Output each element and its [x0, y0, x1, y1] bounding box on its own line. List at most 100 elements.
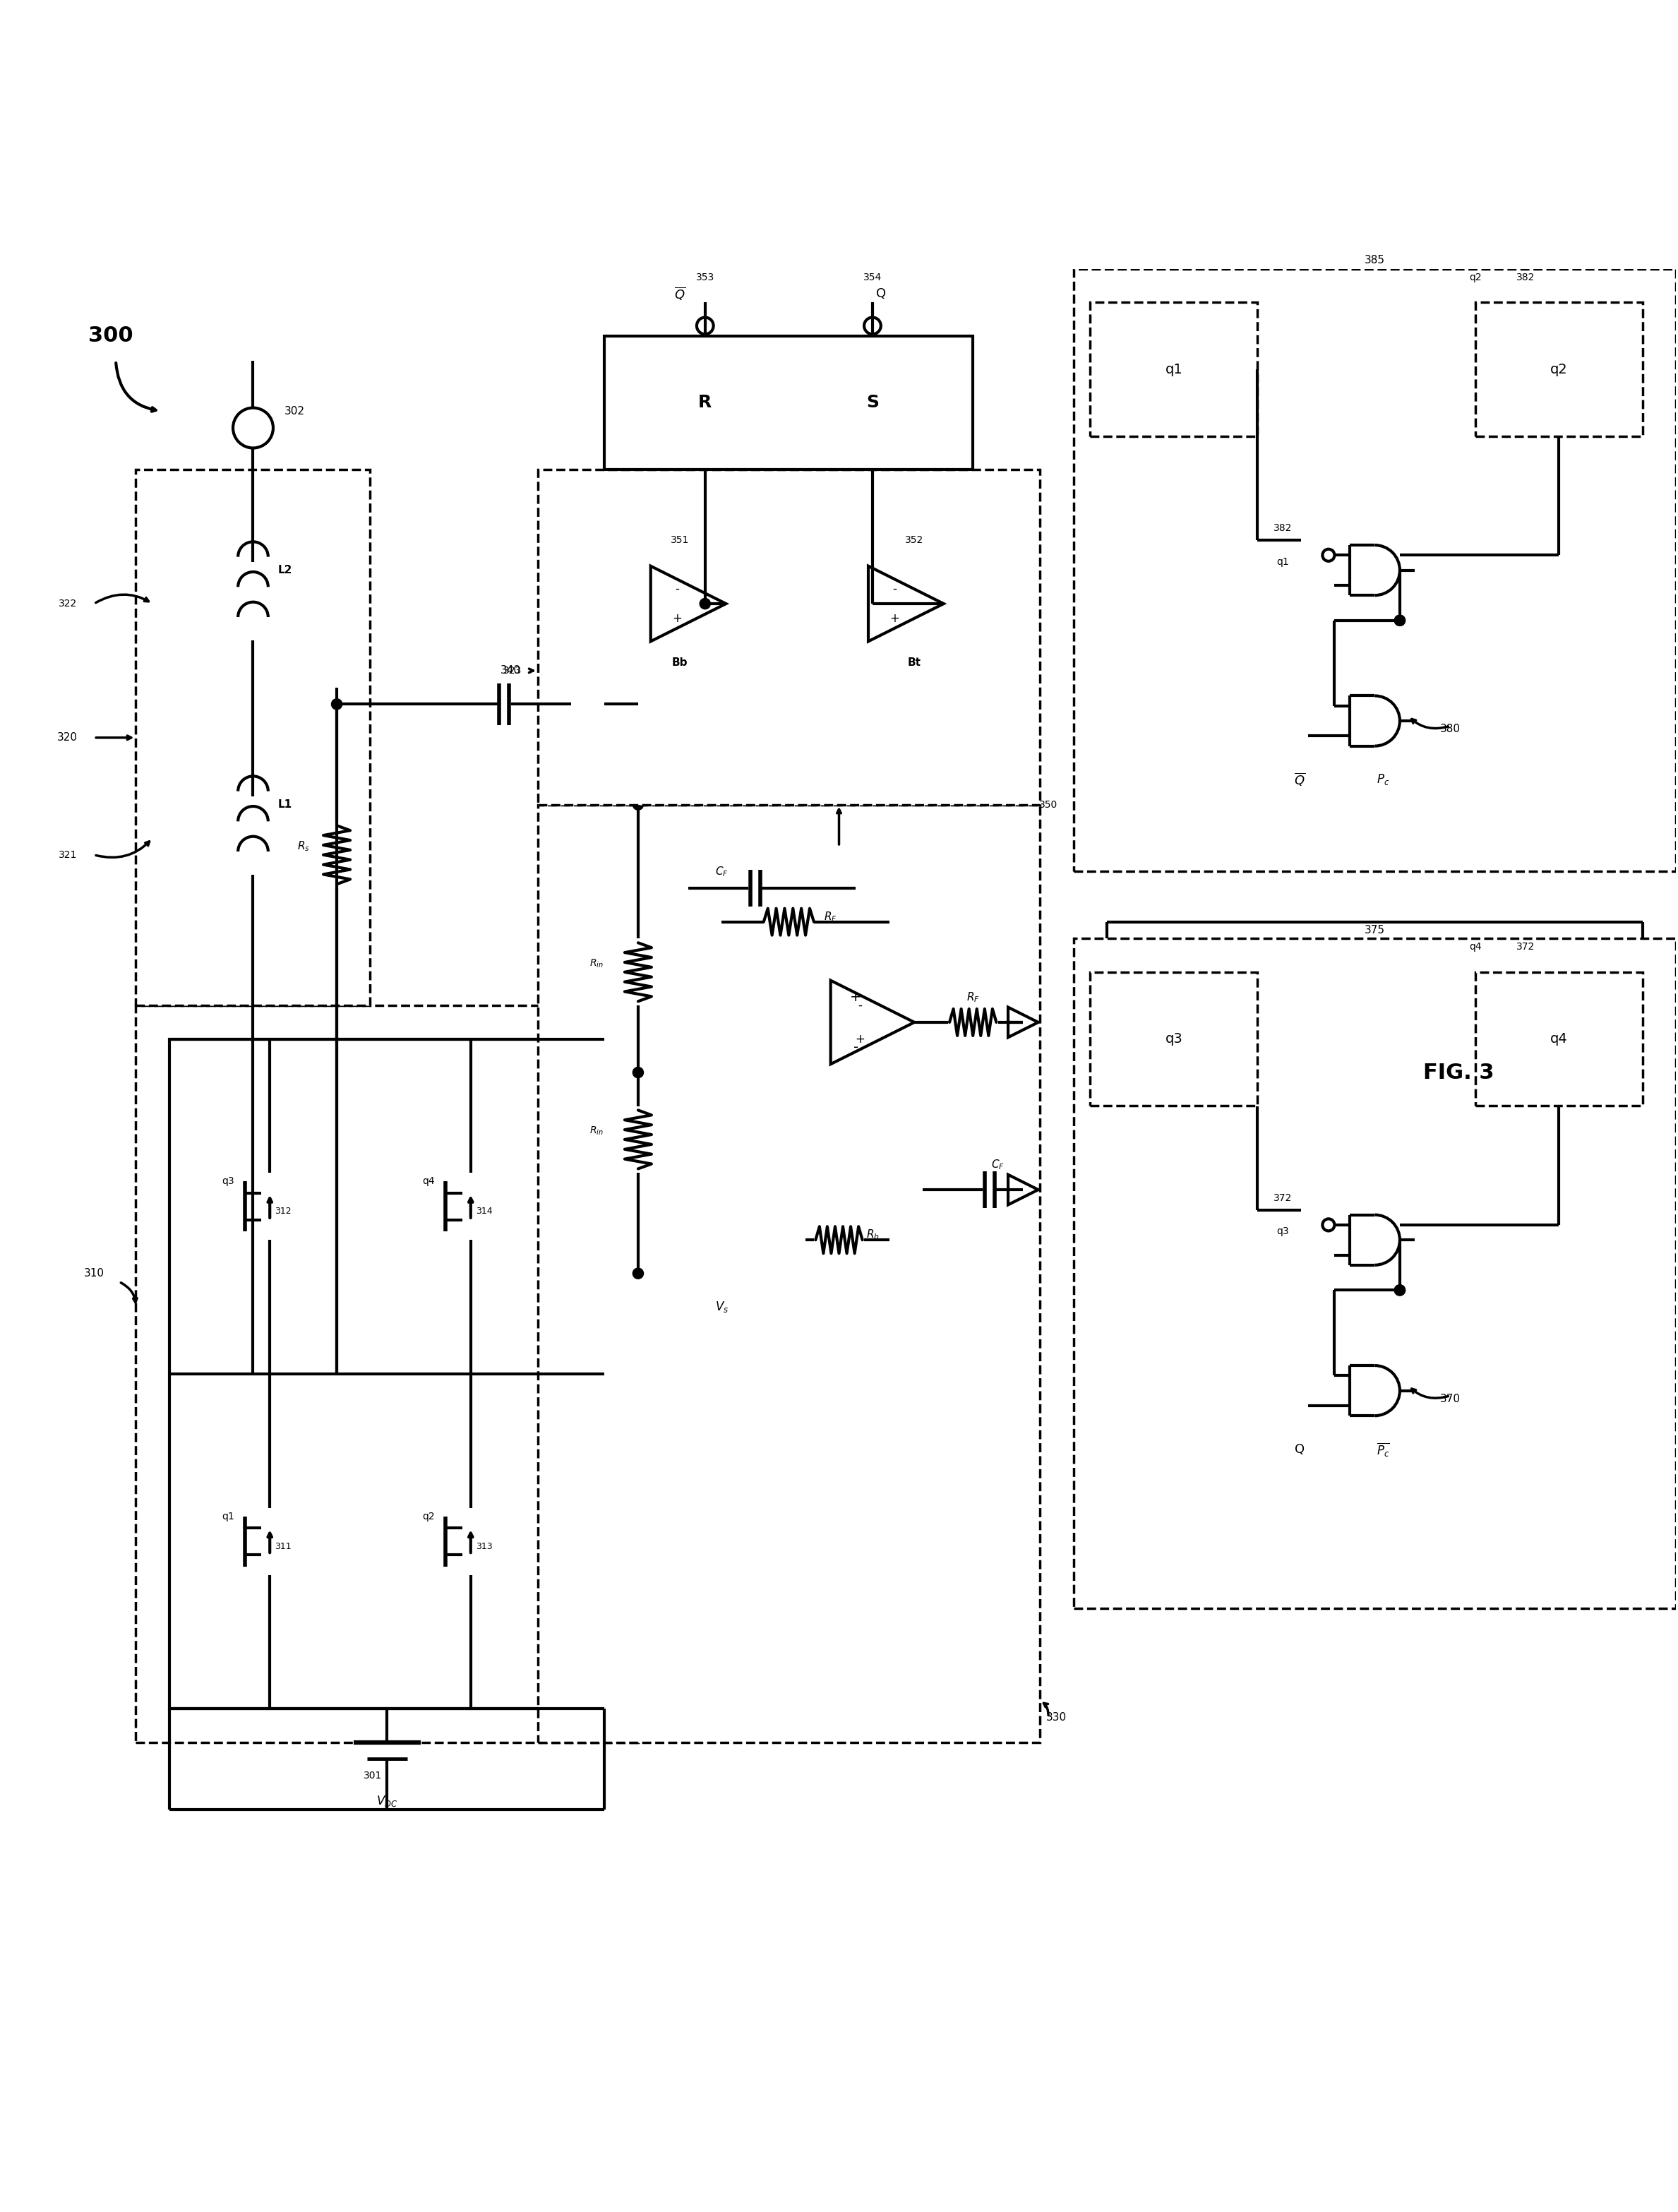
Circle shape [1322, 549, 1334, 562]
Circle shape [1394, 1285, 1406, 1296]
Text: -: - [893, 582, 896, 595]
Text: -: - [675, 582, 680, 595]
Text: +: + [889, 613, 899, 626]
Text: q3: q3 [1165, 1033, 1183, 1046]
Text: 310: 310 [84, 1267, 104, 1279]
Circle shape [1394, 615, 1406, 626]
Text: 314: 314 [477, 1208, 492, 1217]
Text: Bb: Bb [671, 657, 688, 668]
Text: 353: 353 [696, 272, 715, 283]
Text: +: + [673, 613, 681, 626]
Text: 354: 354 [862, 272, 881, 283]
Circle shape [700, 597, 711, 611]
Text: Bt: Bt [908, 657, 921, 668]
Circle shape [1394, 615, 1406, 626]
Text: $R_F$: $R_F$ [824, 909, 837, 922]
Text: q1: q1 [221, 1511, 235, 1522]
Text: q4: q4 [1550, 1033, 1567, 1046]
Circle shape [696, 316, 713, 334]
Text: 312: 312 [275, 1208, 292, 1217]
Text: $V_s$: $V_s$ [715, 1301, 728, 1314]
Text: $R_s$: $R_s$ [297, 841, 310, 854]
Text: $\overline{Q}$: $\overline{Q}$ [1294, 772, 1305, 787]
Bar [1475, 971, 1643, 1106]
Text: 301: 301 [364, 1772, 383, 1781]
Text: $P_c$: $P_c$ [1376, 772, 1389, 787]
Text: 375: 375 [1364, 925, 1384, 936]
Text: $R_{in}$: $R_{in}$ [589, 958, 604, 969]
Text: 352: 352 [904, 535, 923, 544]
Text: 351: 351 [671, 535, 690, 544]
Text: $V_{DC}$: $V_{DC}$ [376, 1794, 398, 1807]
Text: -: - [852, 1040, 857, 1055]
Text: $\overline{P_c}$: $\overline{P_c}$ [1376, 1440, 1389, 1458]
Text: q3: q3 [221, 1177, 235, 1186]
Polygon shape [651, 566, 727, 641]
Polygon shape [1008, 1006, 1039, 1037]
Text: q2: q2 [423, 1511, 435, 1522]
Text: -: - [857, 1000, 862, 1011]
Text: $R_b$: $R_b$ [866, 1228, 879, 1241]
Text: q1: q1 [1277, 557, 1289, 566]
Text: 302: 302 [285, 405, 305, 416]
Bar [1074, 938, 1676, 1608]
Text: q4: q4 [423, 1177, 435, 1186]
Text: q2: q2 [1468, 272, 1482, 283]
Text: L1: L1 [279, 799, 292, 810]
Bar [1091, 303, 1257, 436]
Circle shape [1322, 1219, 1334, 1230]
Bar [1074, 270, 1676, 872]
Text: 300: 300 [89, 325, 133, 345]
Text: 350: 350 [1039, 801, 1057, 810]
Text: $C_F$: $C_F$ [715, 865, 728, 878]
Text: 370: 370 [1440, 1394, 1460, 1405]
Bar [537, 469, 1040, 805]
Circle shape [1394, 1285, 1406, 1296]
Circle shape [864, 316, 881, 334]
Text: +: + [851, 991, 861, 1004]
Text: 323: 323 [503, 666, 522, 675]
Text: 321: 321 [59, 849, 77, 860]
Polygon shape [571, 688, 604, 721]
Text: 320: 320 [57, 732, 77, 743]
Bar [537, 805, 1040, 1743]
Text: R: R [698, 394, 711, 411]
Text: q1: q1 [1165, 363, 1183, 376]
Text: Q: Q [876, 288, 886, 301]
Text: $C_F$: $C_F$ [992, 1159, 1005, 1170]
Text: 382: 382 [1274, 524, 1292, 533]
Text: 322: 322 [59, 599, 77, 608]
Bar [1475, 303, 1643, 436]
Text: 313: 313 [477, 1542, 492, 1551]
Text: 380: 380 [1440, 723, 1460, 734]
Text: S: S [866, 394, 879, 411]
Text: q4: q4 [1468, 942, 1482, 951]
Polygon shape [868, 566, 943, 641]
Text: Q: Q [1294, 1442, 1304, 1455]
Text: 340: 340 [500, 666, 520, 677]
Text: 311: 311 [275, 1542, 292, 1551]
Circle shape [331, 699, 342, 710]
Text: L2: L2 [279, 564, 292, 575]
Text: 330: 330 [1047, 1712, 1067, 1723]
Circle shape [633, 1066, 644, 1079]
Bar [1091, 971, 1257, 1106]
Text: 372: 372 [1517, 942, 1535, 951]
Bar [169, 1040, 604, 1708]
Bar [604, 336, 973, 469]
Text: q2: q2 [1550, 363, 1567, 376]
Text: $\overline{Q}$: $\overline{Q}$ [675, 285, 686, 303]
Text: +: + [856, 1033, 864, 1046]
Text: $R_F$: $R_F$ [967, 991, 980, 1004]
Polygon shape [1008, 1175, 1039, 1206]
Polygon shape [831, 980, 915, 1064]
Text: q3: q3 [1277, 1228, 1289, 1237]
Text: 372: 372 [1274, 1192, 1292, 1203]
Circle shape [633, 1267, 644, 1279]
Circle shape [633, 799, 644, 810]
Circle shape [233, 407, 274, 449]
Text: 385: 385 [1364, 254, 1384, 265]
Text: 382: 382 [1515, 272, 1535, 283]
Bar [136, 469, 371, 1006]
Text: FIG. 3: FIG. 3 [1423, 1062, 1493, 1082]
